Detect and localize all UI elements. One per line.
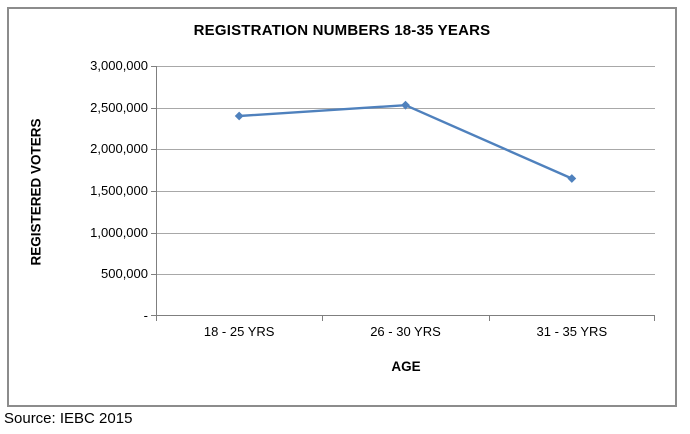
y-axis-line [156,66,157,316]
x-axis-tick-mark [322,316,323,321]
x-axis-tick-label: 31 - 35 YRS [536,324,608,339]
y-axis-tick-mark [151,191,156,192]
data-point-marker-0 [234,111,244,121]
y-axis-tick-label: 500,000 [101,266,148,281]
y-axis-tick-mark [151,233,156,234]
x-axis-tick-label: 26 - 30 YRS [370,324,441,339]
x-axis-tick-mark [156,316,157,321]
x-axis-tick-mark [489,316,490,321]
y-axis-tick-mark [151,66,156,67]
chart-title: REGISTRATION NUMBERS 18-35 YEARS [193,22,491,39]
gridline [156,149,655,150]
y-axis-tick-mark [151,108,156,109]
y-axis-tick-label: 1,000,000 [90,225,148,240]
y-axis-tick-label: 2,000,000 [90,141,148,156]
y-axis-tick-mark [151,315,156,316]
x-axis-line [156,315,655,316]
y-axis-tick-label: 2,500,000 [90,100,148,115]
y-axis-tick-label: 3,000,000 [90,58,148,73]
y-axis-tick-label: 1,500,000 [90,183,148,198]
gridline [156,66,655,67]
chart-frame: REGISTRATION NUMBERS 18-35 YEARS REGISTE… [7,7,677,407]
source-note: Source: IEBC 2015 [4,410,133,427]
x-axis-tick-labels: 18 - 25 YRS 26 - 30 YRS 31 - 35 YRS [9,9,675,405]
gridline [156,191,655,192]
y-axis-tick-mark [151,274,156,275]
gridline [156,274,655,275]
plot-area [151,66,655,321]
x-axis-tick-label: 18 - 25 YRS [203,324,275,339]
line-series-canvas [234,100,577,183]
y-axis-tick-mark [151,149,156,150]
y-axis-tick-labels: - 500,000 1,000,000 1,500,000 2,000,000 2,500… [9,9,675,405]
x-axis-tick-mark [654,316,655,321]
gridline [156,233,655,234]
data-point-marker-2 [567,174,577,183]
y-axis-tick-label: - [143,308,148,323]
x-axis-title: AGE [391,359,421,374]
